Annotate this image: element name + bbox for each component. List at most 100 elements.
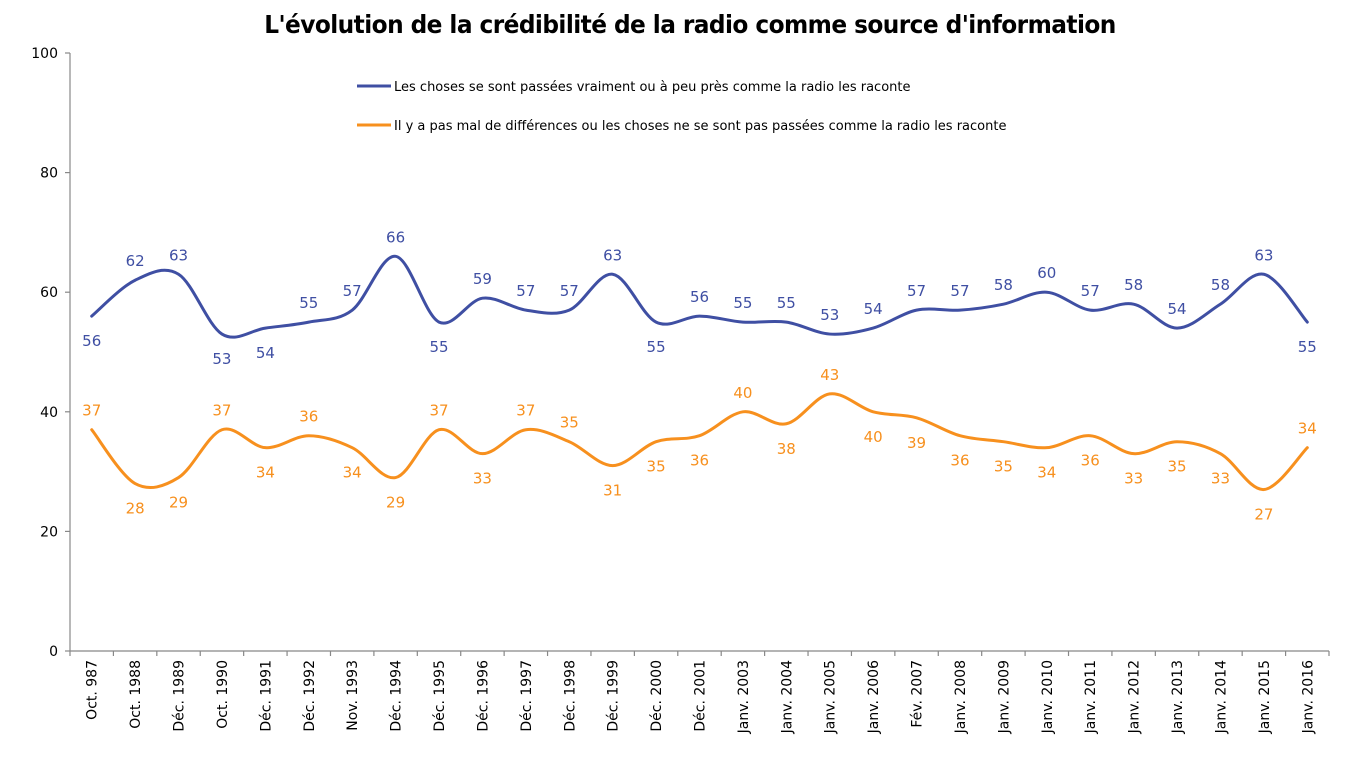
x-tick-label: Oct. 1988 [128,660,144,729]
x-tick-label: Janv. 2004 [779,660,795,734]
x-tick-label: Janv. 2009 [996,660,1012,734]
data-label-series-1: 57 [1081,282,1100,300]
y-tick-label: 40 [40,405,58,421]
x-tick-label: Oct. 1990 [215,660,231,729]
y-tick-label: 80 [40,166,58,182]
x-tick-label: Déc. 2001 [693,660,709,732]
data-label-series-2: 38 [777,440,796,458]
data-label-series-1: 57 [343,282,362,300]
data-label-series-2: 37 [82,402,101,420]
x-tick-label: Janv. 2013 [1170,660,1186,734]
data-label-series-1: 53 [820,306,839,324]
x-tick-label: Janv. 2012 [1127,660,1143,734]
data-label-series-1: 54 [256,344,275,362]
legend-label-2: Il y a pas mal de différences ou les cho… [394,119,1006,134]
data-label-series-2: 40 [733,384,752,402]
data-label-series-2: 29 [386,494,405,512]
data-label-series-2: 34 [256,464,275,482]
data-label-series-2: 29 [169,494,188,512]
data-label-series-1: 56 [690,288,709,306]
legend-label-1: Les choses se sont passées vraiment ou à… [394,80,911,95]
axes: 0 20 40 60 80 100 Oct. 987 Oct. 1988 Déc. 1989 Oc… [31,46,1330,734]
x-tick-label: Déc. 1991 [258,660,274,732]
data-label-series-2: 39 [907,434,926,452]
data-label-series-2: 34 [1298,420,1317,438]
data-label-series-1: 55 [1298,338,1317,356]
legend: Les choses se sont passées vraiment ou à… [357,80,1006,134]
data-label-series-1: 57 [950,282,969,300]
data-label-series-2: 37 [212,402,231,420]
data-label-series-1: 63 [1254,246,1273,264]
data-label-series-2: 37 [516,402,535,420]
x-tick-label: Janv. 2010 [1040,660,1056,734]
y-tick-label: 20 [40,524,58,540]
series-line-2 [90,392,1309,492]
data-label-series-1: 66 [386,228,405,246]
data-label-series-1: 63 [603,246,622,264]
data-label-series-1: 63 [169,246,188,264]
data-label-series-1: 58 [1211,276,1230,294]
data-label-series-2: 37 [429,402,448,420]
series-layer [90,254,1309,492]
x-tick-label: Déc. 1995 [432,660,448,732]
x-tick-label: Nov. 1993 [345,660,361,731]
data-label-series-2: 35 [994,458,1013,476]
data-label-series-1: 57 [516,282,535,300]
data-label-series-2: 27 [1254,506,1273,524]
data-label-series-1: 54 [1168,300,1187,318]
data-label-series-1: 59 [473,270,492,288]
data-label-series-1: 55 [299,294,318,312]
data-label-series-2: 35 [1168,458,1187,476]
x-tick-label: Déc. 1992 [302,660,318,732]
x-tick-label: Janv. 2006 [866,660,882,734]
data-label-series-1: 60 [1037,264,1056,282]
data-labels-layer: 56 62 63 53 54 55 57 66 55 59 57 57 63 55 56 55 55 53 54 57… [82,228,1317,523]
data-label-series-1: 57 [907,282,926,300]
data-label-series-2: 33 [1211,470,1230,488]
data-label-series-2: 28 [126,500,145,518]
x-tick-label: Janv. 2003 [736,660,752,734]
data-label-series-1: 57 [560,282,579,300]
data-label-series-1: 58 [994,276,1013,294]
x-tick-label: Déc. 1998 [562,660,578,732]
data-label-series-2: 33 [1124,470,1143,488]
x-tick-label: Janv. 2008 [953,660,969,734]
data-label-series-2: 36 [1081,452,1100,470]
x-tick-label: Déc. 1999 [606,660,622,732]
data-label-series-2: 40 [864,428,883,446]
data-label-series-1: 55 [647,338,666,356]
x-tick-label: Déc. 2000 [649,660,665,732]
data-label-series-2: 36 [299,408,318,426]
x-tick-label: Déc. 1997 [519,660,535,732]
x-tick-label: Déc. 1996 [475,660,491,732]
data-label-series-2: 35 [560,414,579,432]
x-tick-label: Oct. 987 [85,660,101,720]
y-tick-label: 60 [40,285,58,301]
x-tick-label: Janv. 2005 [823,660,839,734]
series-line-1 [90,254,1309,339]
x-tick-label: Janv. 2011 [1083,660,1099,734]
x-tick-label: Janv. 2014 [1213,660,1229,734]
x-tick-label: Janv. 2016 [1300,660,1316,734]
data-label-series-2: 34 [1037,464,1056,482]
data-label-series-2: 43 [820,366,839,384]
data-label-series-2: 34 [343,464,362,482]
y-tick-label: 0 [49,644,58,660]
x-tick-label: Déc. 1994 [389,660,405,732]
x-tick-label: Janv. 2015 [1257,660,1273,734]
y-tick-label: 100 [31,46,58,62]
x-tick-label: Déc. 1989 [172,660,188,732]
chart-title: L'évolution de la crédibilité de la radi… [264,10,1116,39]
data-label-series-2: 35 [647,458,666,476]
data-label-series-1: 58 [1124,276,1143,294]
data-label-series-1: 55 [777,294,796,312]
data-label-series-2: 36 [950,452,969,470]
data-label-series-1: 62 [126,252,145,270]
data-label-series-1: 54 [864,300,883,318]
data-label-series-2: 36 [690,452,709,470]
data-label-series-2: 33 [473,470,492,488]
data-label-series-1: 55 [429,338,448,356]
data-label-series-1: 56 [82,332,101,350]
x-tick-label: Fév. 2007 [910,660,926,728]
